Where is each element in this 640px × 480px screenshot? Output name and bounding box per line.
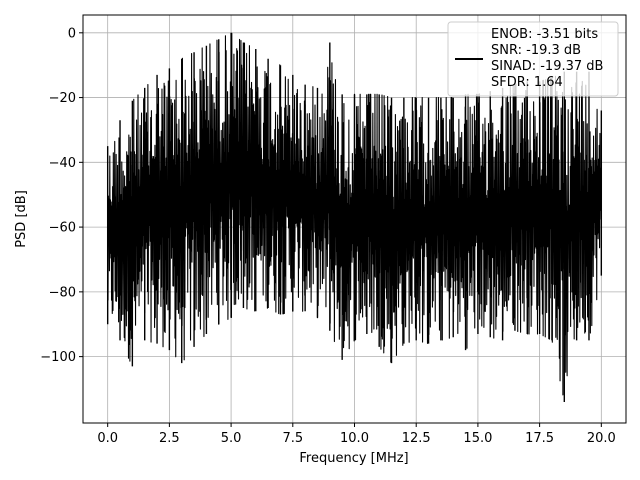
psd-series <box>106 32 603 402</box>
y-tick-label: −20 <box>49 91 76 106</box>
x-tick-label: 0.0 <box>97 431 118 446</box>
y-axis-label: PSD [dB] <box>14 190 29 248</box>
x-axis-ticks: 0.0 2.5 5.0 7.5 10.0 12.5 15.0 17.5 20.0 <box>97 423 616 446</box>
y-tick-label: −60 <box>49 221 76 236</box>
x-tick-label: 15.0 <box>463 431 492 446</box>
y-tick-label: −80 <box>49 285 76 300</box>
psd-trace <box>107 32 602 396</box>
y-tick-label: −100 <box>40 350 76 365</box>
y-axis-ticks: 0 −20 −40 −60 −80 −100 <box>40 26 83 365</box>
x-tick-label: 17.5 <box>525 431 554 446</box>
x-tick-label: 12.5 <box>402 431 431 446</box>
legend-entry-sinad: SINAD: -19.37 dB <box>491 59 603 74</box>
y-tick-label: 0 <box>68 26 76 41</box>
legend: ENOB: -3.51 bits SNR: -19.3 dB SINAD: -1… <box>447 21 619 97</box>
legend-box <box>447 21 619 97</box>
x-tick-label: 10.0 <box>340 431 369 446</box>
x-tick-label: 20.0 <box>587 431 616 446</box>
x-axis-label: Frequency [MHz] <box>299 451 408 466</box>
legend-entry-enob: ENOB: -3.51 bits <box>491 27 598 42</box>
legend-entry-sfdr: SFDR: 1.64 <box>491 75 563 90</box>
legend-entry-snr: SNR: -19.3 dB <box>491 43 581 58</box>
x-tick-label: 2.5 <box>159 431 180 446</box>
x-tick-label: 5.0 <box>221 431 242 446</box>
x-tick-label: 7.5 <box>282 431 303 446</box>
y-tick-label: −40 <box>49 156 76 171</box>
